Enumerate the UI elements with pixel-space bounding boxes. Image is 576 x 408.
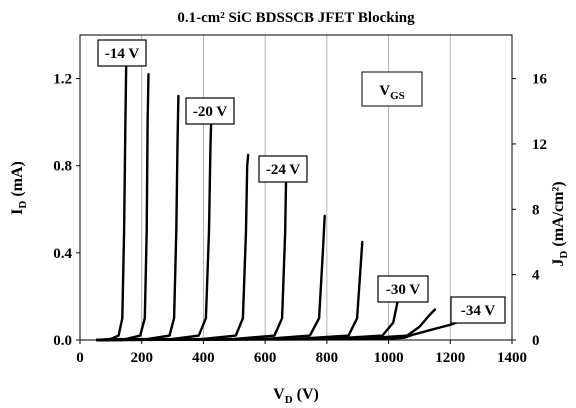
y-tick-label-1: 0.4: [53, 246, 72, 262]
svg-text:-34 V: -34 V: [461, 303, 495, 319]
x-tick-label-3: 600: [254, 350, 277, 366]
annotation-minus30: -30 V: [377, 275, 429, 303]
annotation-minus20: -20 V: [185, 97, 235, 125]
svg-text:-14 V: -14 V: [105, 46, 139, 62]
y2-tick-label-4: 16: [532, 72, 548, 88]
x-tick-label-6: 1200: [435, 350, 465, 366]
legend-vgs-sub: GS: [390, 90, 405, 102]
svg-text:-20 V: -20 V: [193, 104, 227, 120]
y-axis-title: ID (mA): [9, 161, 29, 215]
svg-text:-30 V: -30 V: [386, 282, 420, 298]
x-tick-label-2: 400: [192, 350, 215, 366]
annotation-minus14: -14 V: [97, 39, 147, 67]
y2-tick-label-0: 0: [532, 333, 540, 349]
annotation-minus24: -24 V: [258, 155, 308, 183]
y2-tick-label-1: 4: [532, 268, 540, 284]
series-line-10: [95, 319, 464, 342]
svg-text:-24 V: -24 V: [266, 162, 300, 178]
y2-tick-label-3: 12: [532, 137, 547, 153]
x-tick-label-1: 200: [130, 350, 153, 366]
x-tick-label-0: 0: [76, 350, 84, 366]
x-tick-label-5: 1000: [374, 350, 404, 366]
tick-labels: 0 200 400 600 800 1000 1200 1400 0.0 0.4 0.8 1.2 0 4 8…: [53, 72, 547, 366]
x-tick-label-4: 800: [316, 350, 339, 366]
y-tick-label-0: 0.0: [53, 333, 72, 349]
y-tick-label-3: 1.2: [53, 72, 72, 88]
series-layer: [95, 55, 464, 342]
y2-axis-title: JD (mA/cm²): [550, 181, 570, 266]
x-axis-title: VD (V): [273, 386, 319, 406]
chart-title: 0.1-cm² SiC BDSSCB JFET Blocking: [177, 10, 415, 26]
legend-vgs-box: VGS: [361, 71, 423, 107]
legend-vgs-main: V: [379, 83, 390, 99]
y2-tick-label-2: 8: [532, 202, 540, 218]
annotation-minus34: -34 V: [450, 296, 506, 324]
y-tick-label-2: 0.8: [53, 159, 72, 175]
svg-text:VGS: VGS: [379, 83, 405, 102]
x-tick-label-7: 1400: [497, 350, 527, 366]
